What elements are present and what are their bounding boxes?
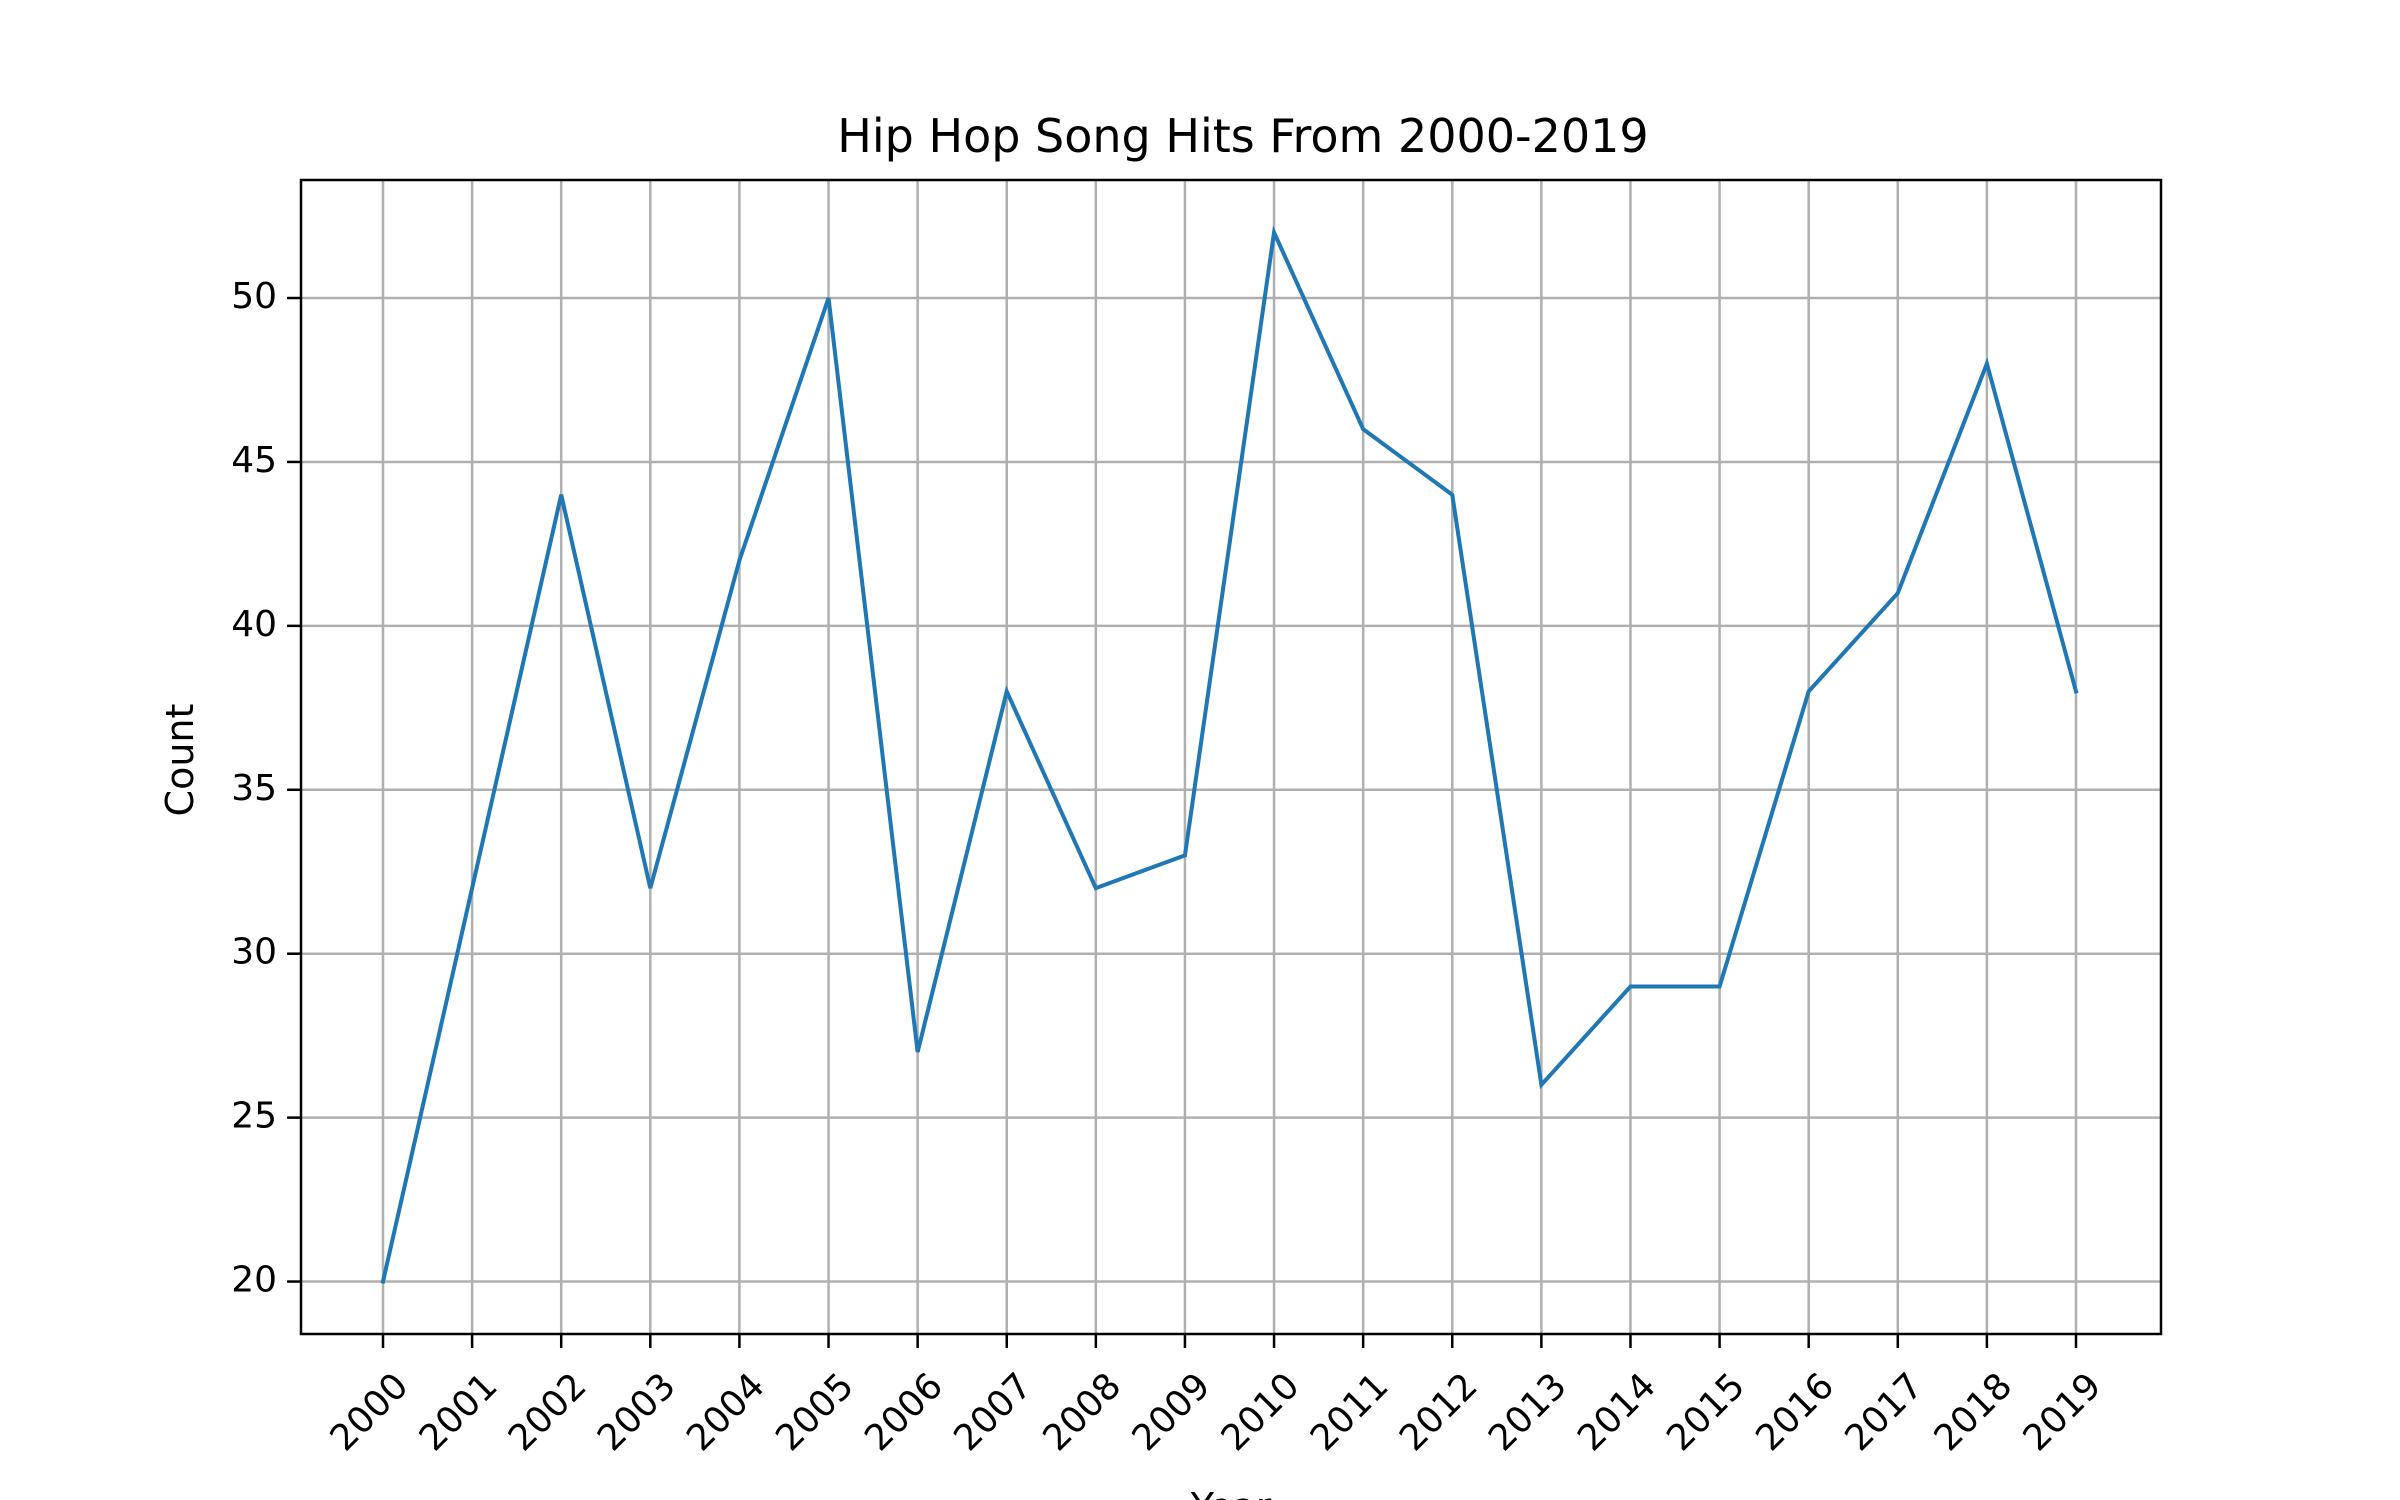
y-tick-label: 50 [231, 276, 277, 317]
y-tick-label: 30 [231, 932, 277, 973]
y-tick-label: 40 [231, 604, 277, 645]
x-tick-label: 2012 [1392, 1365, 1486, 1459]
plot-area-frame [299, 178, 2163, 1336]
y-tick-label: 25 [231, 1096, 277, 1137]
x-tick-label: 2006 [857, 1365, 951, 1459]
y-tick-label: 35 [231, 768, 277, 809]
x-tick-label: 2016 [1748, 1365, 1842, 1459]
x-tick-label: 2001 [412, 1365, 506, 1459]
y-tick-label: 20 [231, 1260, 277, 1301]
series-line [380, 225, 2079, 1284]
chart-title: Hip Hop Song Hits From 2000-2019 [837, 109, 1648, 163]
x-tick-label: 2018 [1927, 1365, 2021, 1459]
y-axis-ticks: 20 25 30 35 40 45 50 [231, 276, 301, 1301]
x-tick-label: 2014 [1570, 1365, 1664, 1459]
x-tick-label: 2002 [501, 1365, 595, 1459]
data-series [380, 225, 2079, 1284]
x-tick-label: 2017 [1837, 1365, 1931, 1459]
x-axis-label: Year [1190, 1485, 1272, 1500]
x-tick-label: 2010 [1214, 1365, 1308, 1459]
x-tick-label: 2015 [1659, 1365, 1753, 1459]
x-tick-label: 2000 [323, 1365, 417, 1459]
x-tick-label: 2007 [946, 1365, 1040, 1459]
x-tick-label: 2008 [1036, 1365, 1130, 1459]
x-tick-label: 2003 [590, 1365, 684, 1459]
x-tick-label: 2013 [1481, 1365, 1575, 1459]
y-axis-label: Count [158, 704, 202, 817]
x-axis-ticks: 2000200120022003200420052006200720082009… [323, 1334, 2110, 1459]
x-tick-label: 2005 [768, 1365, 862, 1459]
x-tick-label: 2009 [1125, 1365, 1219, 1459]
y-tick-label: 45 [231, 440, 277, 481]
x-tick-label: 2011 [1303, 1365, 1397, 1459]
grid [301, 180, 2161, 1334]
x-tick-label: 2004 [679, 1365, 773, 1459]
x-tick-label: 2019 [2016, 1365, 2110, 1459]
